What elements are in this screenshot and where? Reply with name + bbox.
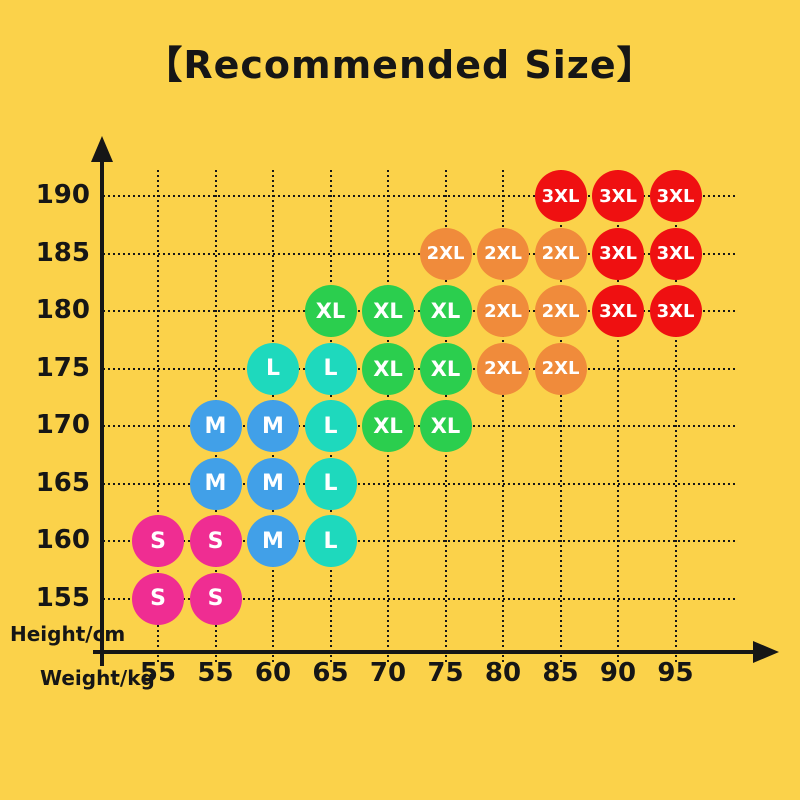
size-bubble-XL: XL	[419, 285, 472, 337]
size-bubble-L: L	[247, 342, 299, 395]
grid-line-v	[617, 170, 619, 651]
grid-line-h	[103, 597, 738, 600]
x-tick-mark	[157, 655, 159, 663]
x-tick-mark	[559, 655, 562, 663]
size-bubble-3XL: 3XL	[592, 285, 644, 337]
x-tick-mark	[214, 655, 217, 663]
size-bubble-L: L	[304, 400, 357, 452]
size-bubble-S: S	[189, 572, 242, 625]
y-tick-label: 165	[35, 467, 90, 498]
y-axis-line	[100, 152, 104, 666]
size-bubble-3XL: 3XL	[592, 227, 644, 280]
size-bubble-3XL: 3XL	[649, 170, 702, 222]
x-tick-mark	[444, 655, 447, 663]
size-bubble-2XL: 2XL	[477, 342, 529, 395]
size-bubble-L: L	[304, 515, 357, 567]
size-bubble-M: M	[247, 457, 299, 510]
size-bubble-S: S	[132, 515, 184, 567]
x-tick-mark	[617, 655, 619, 663]
size-bubble-3XL: 3XL	[649, 285, 702, 337]
x-tick-label: 55	[197, 658, 234, 688]
grid-line-v	[674, 170, 677, 651]
size-bubble-3XL: 3XL	[592, 170, 644, 222]
x-axis-arrow-icon	[753, 641, 779, 663]
x-tick-label: 90	[599, 658, 637, 688]
x-tick-mark	[674, 655, 677, 663]
size-bubble-S: S	[189, 515, 242, 567]
grid-line-h	[103, 540, 738, 542]
y-tick-label: 185	[35, 237, 90, 268]
y-tick-label: 170	[35, 410, 90, 440]
size-bubble-2XL: 2XL	[477, 285, 529, 337]
grid-line-v	[559, 170, 562, 651]
size-bubble-2XL: 2XL	[477, 227, 529, 280]
size-bubble-2XL: 2XL	[419, 227, 472, 280]
size-bubble-2XL: 2XL	[534, 342, 587, 395]
x-tick-label: 95	[657, 658, 694, 688]
size-bubble-M: M	[247, 400, 299, 452]
x-tick-mark	[272, 655, 274, 663]
size-bubble-XL: XL	[304, 285, 357, 337]
x-axis-label: Weight/kg	[40, 666, 155, 690]
x-tick-mark	[502, 655, 504, 663]
y-axis-arrow-icon	[91, 136, 113, 162]
x-tick-label: 70	[369, 658, 407, 688]
chart-title: 【Recommended Size】	[144, 43, 656, 87]
y-tick-label: 190	[35, 180, 90, 210]
x-tick-label: 75	[427, 658, 464, 688]
size-bubble-XL: XL	[362, 285, 414, 337]
size-bubble-L: L	[304, 342, 357, 395]
size-bubble-2XL: 2XL	[534, 285, 587, 337]
x-tick-label: 80	[484, 658, 522, 688]
grid-line-h	[103, 195, 738, 197]
x-tick-mark	[329, 655, 332, 663]
grid-line-h	[103, 482, 738, 485]
y-axis-label: Height/cm	[10, 622, 126, 646]
grid-line-v	[157, 170, 159, 651]
y-tick-label: 160	[35, 525, 90, 555]
size-bubble-M: M	[247, 515, 299, 567]
x-tick-mark	[387, 655, 389, 663]
x-tick-label: 60	[254, 658, 292, 688]
x-tick-label: 65	[312, 658, 349, 688]
x-tick-label: 85	[542, 658, 579, 688]
size-bubble-2XL: 2XL	[534, 227, 587, 280]
y-tick-label: 175	[35, 352, 90, 383]
size-bubble-S: S	[132, 572, 184, 625]
size-bubble-XL: XL	[362, 342, 414, 395]
size-bubble-3XL: 3XL	[649, 227, 702, 280]
size-bubble-XL: XL	[419, 400, 472, 452]
size-bubble-M: M	[189, 400, 242, 452]
y-tick-label: 155	[35, 582, 90, 613]
size-bubble-3XL: 3XL	[534, 170, 587, 222]
grid-line-v	[502, 170, 504, 651]
size-bubble-XL: XL	[362, 400, 414, 452]
size-bubble-M: M	[189, 457, 242, 510]
x-axis-line	[93, 650, 755, 654]
size-bubble-L: L	[304, 457, 357, 510]
size-bubble-XL: XL	[419, 342, 472, 395]
y-tick-label: 180	[35, 295, 90, 325]
x-tick-label: 55	[139, 658, 177, 688]
